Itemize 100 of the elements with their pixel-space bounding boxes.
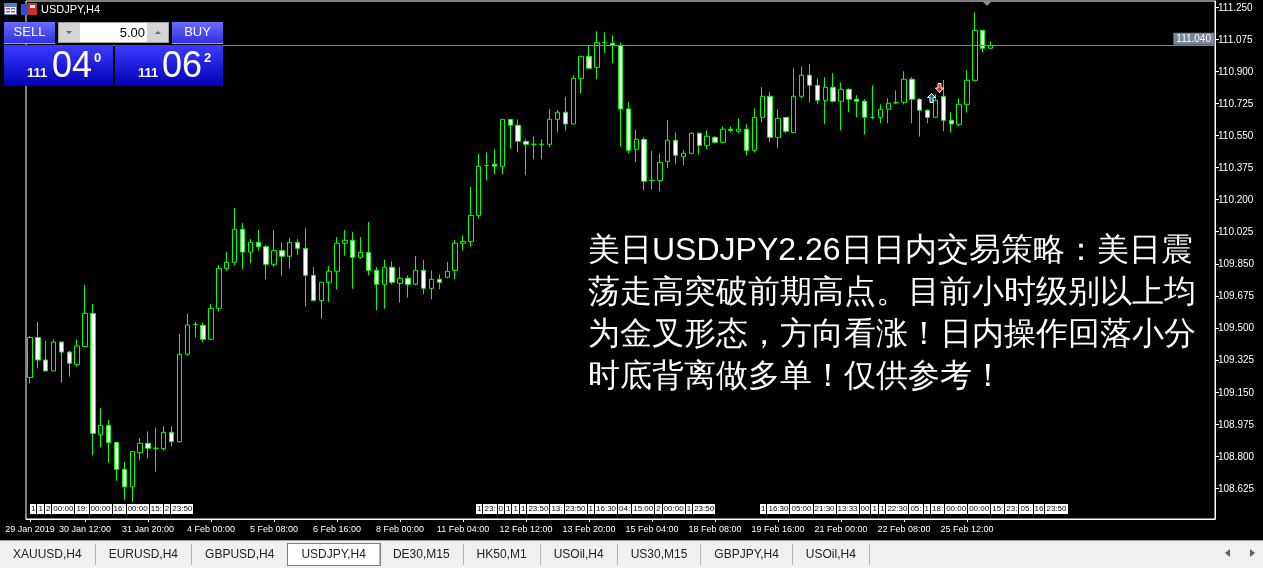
candlestick: [602, 31, 607, 54]
candlestick: [27, 335, 33, 384]
candlestick: [240, 222, 245, 270]
y-tick-label: 110.550: [1218, 129, 1254, 141]
candlestick: [350, 231, 355, 290]
x-tick-label: 12 Feb 12:00: [499, 523, 553, 534]
candlestick: [586, 44, 592, 69]
candlestick: [271, 229, 277, 268]
annotation: 111: [27, 65, 48, 80]
candlestick: [153, 426, 159, 473]
candlestick: [712, 135, 718, 144]
candlestick: [988, 40, 993, 50]
candlestick: [445, 261, 450, 279]
x-tick-label: 15 Feb 04:00: [625, 523, 679, 534]
candlestick: [634, 129, 639, 163]
x-tick-label: 19 Feb 16:00: [751, 523, 805, 534]
candlestick: [933, 93, 938, 118]
candlestick: [200, 322, 206, 343]
annotation: 06$^{2}$: [162, 44, 212, 85]
candlestick: [248, 238, 253, 264]
candlestick: [405, 274, 411, 299]
candlestick: [334, 236, 340, 290]
candlestick: [106, 419, 111, 464]
candlestick: [43, 340, 48, 372]
annotation: 111: [138, 65, 159, 80]
candlestick: [571, 74, 576, 125]
candlestick: [216, 264, 222, 313]
candlestick: [508, 118, 513, 150]
tab: USOil,H4: [540, 544, 618, 565]
candlestick: [744, 123, 749, 156]
candlestick: [539, 138, 544, 160]
candlestick: [263, 244, 269, 280]
y-tick-label: 109.675: [1218, 290, 1255, 302]
candlestick: [484, 151, 489, 181]
annotation: 美日USDJPY2.26日日内交易策略：美日震荡走高突破前期高点。目前小时级别以上均为金叉形态，方向看涨！日内操作回落小分时底背离做多单！仅供参考！: [588, 230, 1197, 395]
candlestick: [397, 266, 403, 304]
text: 1 1 2 00:00 19: 00:00 16: 00:00 15: 2 23:50: [31, 504, 193, 513]
candlestick: [208, 303, 214, 341]
candlestick: [382, 259, 387, 310]
x-tick-label: 4 Feb 00:00: [187, 523, 236, 534]
candlestick: [618, 42, 623, 148]
x-tick-label: 6 Feb 16:00: [313, 523, 362, 534]
candlestick: [791, 67, 796, 133]
candlestick: [665, 119, 670, 169]
candlestick: [468, 186, 474, 248]
candlestick: [59, 341, 64, 384]
candlestick: [925, 108, 930, 124]
y-tick-label: 110.900: [1218, 65, 1254, 77]
y-tick-label: 109.500: [1218, 322, 1255, 334]
tab: DE30,M15: [379, 544, 464, 565]
candlestick: [760, 86, 765, 123]
candlestick: [82, 284, 88, 348]
candlestick: [626, 101, 631, 154]
y-tick-label: 111.250: [1218, 1, 1254, 13]
candlestick: [594, 30, 600, 80]
candlestick: [342, 229, 348, 257]
candlestick: [224, 251, 229, 272]
candlestick: [114, 442, 119, 482]
x-tick-label: 21 Feb 00:00: [814, 523, 868, 534]
candlestick: [909, 76, 915, 124]
candlestick: [578, 55, 584, 94]
candlestick: [279, 241, 285, 277]
candlestick: [901, 70, 907, 105]
x-tick-label: 13 Feb 20:00: [562, 523, 616, 534]
x-tick-label: 31 Jan 20:00: [122, 523, 175, 534]
candlestick: [681, 149, 686, 166]
candlestick: [130, 450, 135, 503]
number-field: 5.00: [58, 22, 169, 43]
candlestick: [476, 153, 481, 219]
y-tick-label: 110.725: [1218, 97, 1254, 109]
candlestick: [232, 207, 237, 266]
candlestick: [949, 111, 954, 133]
x-tick-label: 29 Jan 2019: [5, 523, 55, 534]
candlestick: [547, 108, 552, 148]
candlestick: [177, 333, 182, 444]
candlestick: [137, 437, 143, 461]
candlestick: [972, 11, 978, 82]
candlestick: [697, 131, 702, 155]
candlestick: [964, 69, 970, 114]
y-tick-label: 110.200: [1218, 194, 1254, 206]
text: 1 16:30 05:00 21:30 13:33 00 1 1 22:30 05: 1 18: 00:00 00:00 15: 23: 05: 16 23:50: [761, 504, 1067, 513]
candlestick: [122, 461, 127, 501]
y-tick-label: 109.850: [1218, 258, 1255, 270]
candlestick: [854, 94, 859, 118]
tab: USOil,H4: [792, 544, 870, 565]
candlestick: [311, 266, 316, 301]
candlestick: [555, 109, 560, 133]
sell-button: SELL: [4, 22, 55, 44]
candlestick: [870, 84, 875, 120]
candlestick: [90, 303, 96, 456]
tab: HK50,M1: [463, 544, 541, 565]
y-tick-label: 108.975: [1218, 418, 1255, 430]
candlestick: [460, 234, 466, 251]
tab: USDJPY,H4: [288, 544, 380, 565]
annotation: 04$^{0}$: [52, 44, 102, 85]
candlestick: [35, 321, 41, 369]
candlestick: [51, 338, 56, 372]
candlestick: [563, 96, 568, 132]
candlestick: [893, 89, 899, 105]
candlestick: [326, 265, 332, 303]
